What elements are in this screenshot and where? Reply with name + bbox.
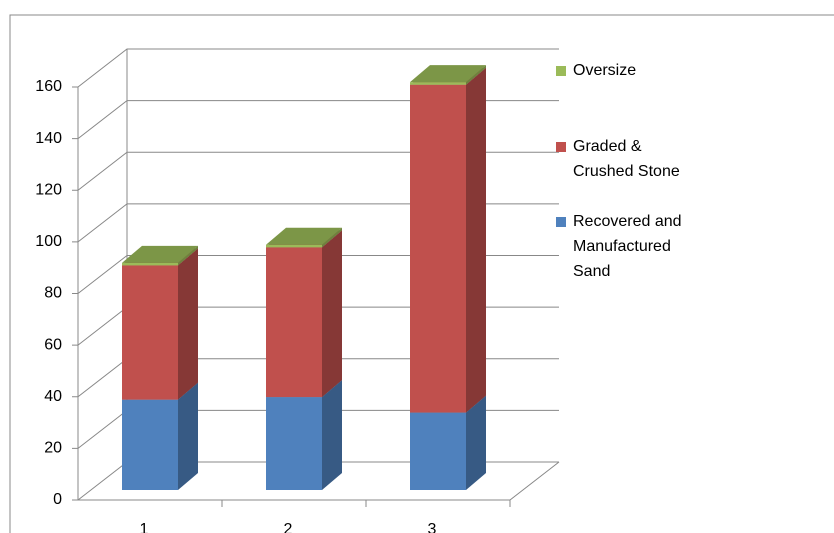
- bar-side: [322, 230, 342, 398]
- bar-side: [322, 227, 342, 248]
- legend-swatch: [556, 142, 566, 152]
- legend-label: Graded & Crushed Stone: [573, 138, 680, 180]
- legend-swatch: [556, 66, 566, 76]
- legend-item: Graded & Crushed Stone: [556, 134, 698, 184]
- bar-side: [178, 248, 198, 400]
- bar-segment: [122, 265, 178, 400]
- grid-line: [77, 100, 559, 140]
- legend-label: Oversize: [573, 62, 637, 79]
- bar-top: [266, 227, 342, 245]
- grid-line: [77, 151, 559, 191]
- bar-side: [178, 245, 198, 266]
- x-tick-label: 2: [284, 521, 293, 533]
- y-tick-label: 100: [35, 233, 62, 250]
- chart-frame: [9, 14, 834, 533]
- bar-segment: [410, 412, 466, 490]
- legend-item: Recovered and Manufactured Sand: [556, 209, 698, 284]
- bar-side: [466, 395, 486, 490]
- y-tick-label: 140: [35, 130, 62, 147]
- bar-segment: [410, 84, 466, 413]
- bar-side: [466, 67, 486, 413]
- bar-segment: [122, 399, 178, 490]
- y-tick-label: 80: [44, 285, 62, 302]
- x-tick-label: 1: [140, 521, 149, 533]
- bar-top: [410, 65, 486, 83]
- bar-top: [122, 245, 198, 263]
- x-tick-label: 3: [428, 521, 437, 533]
- bar-segment: [266, 244, 322, 248]
- legend-swatch: [556, 217, 566, 227]
- y-tick-label: 60: [44, 336, 62, 353]
- legend-item: Oversize: [556, 58, 698, 83]
- y-tick-label: 40: [44, 388, 62, 405]
- bar-side: [178, 382, 198, 490]
- bar-side: [322, 380, 342, 490]
- y-tick-label: 120: [35, 181, 62, 198]
- bar-side: [466, 65, 486, 85]
- y-tick-label: 0: [53, 491, 62, 508]
- bar-segment: [266, 247, 322, 398]
- bar-segment: [266, 397, 322, 490]
- legend-label: Recovered and Manufactured Sand: [573, 213, 682, 280]
- y-tick-label: 160: [35, 78, 62, 95]
- y-tick-label: 20: [44, 440, 62, 457]
- bar-segment: [122, 262, 178, 266]
- grid-line: [77, 48, 559, 88]
- bar-segment: [410, 82, 466, 85]
